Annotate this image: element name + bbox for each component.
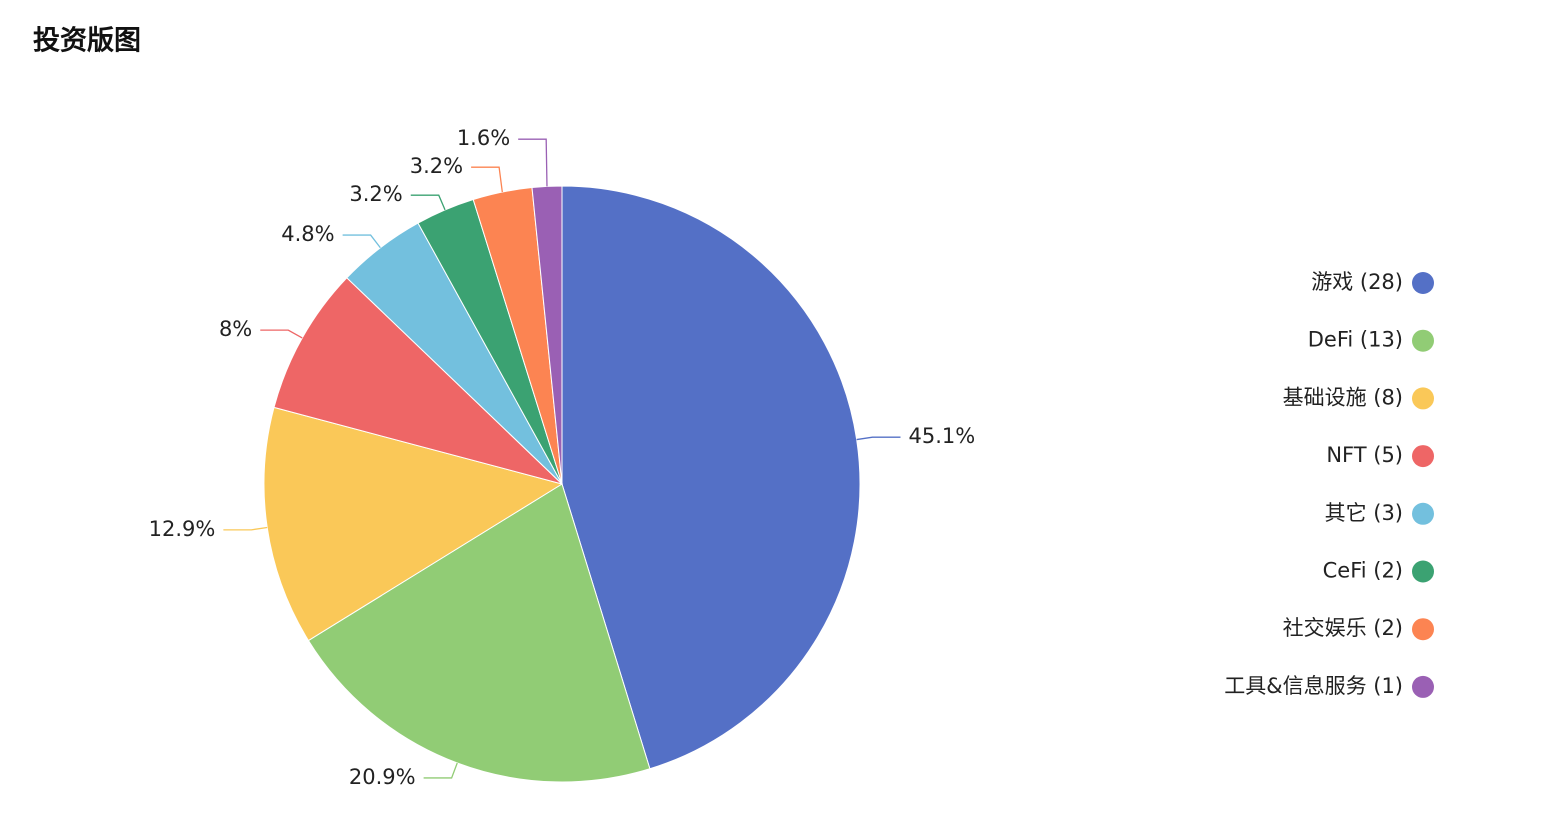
legend-marker	[1412, 675, 1434, 698]
pie-slice	[307, 483, 651, 783]
legend-marker	[1412, 445, 1434, 468]
data-label: 45.1%	[908, 424, 975, 448]
label-line	[423, 762, 458, 779]
data-label: 4.8%	[281, 222, 334, 246]
pie-slice	[273, 277, 563, 485]
label-line	[260, 329, 303, 339]
legend-marker	[1412, 387, 1434, 410]
data-label: 20.9%	[349, 765, 416, 789]
pie-slice	[531, 185, 563, 485]
legend-label: NFT (5)	[1326, 443, 1403, 467]
legend-label: 游戏 (28)	[1311, 270, 1403, 294]
label-line	[410, 194, 446, 211]
data-label: 3.2%	[410, 154, 463, 178]
label-line	[342, 234, 381, 249]
data-label: 12.9%	[149, 517, 216, 541]
label-line	[518, 138, 548, 187]
legend-label: 其它 (3)	[1325, 501, 1403, 525]
legend-label: CeFi (2)	[1323, 559, 1403, 583]
label-line	[471, 166, 503, 193]
legend-label: 工具&信息服务 (1)	[1224, 674, 1403, 698]
legend-marker	[1412, 560, 1434, 583]
legend-marker	[1412, 329, 1434, 352]
chart-title: 投资版图	[33, 26, 141, 57]
legend-marker	[1412, 502, 1434, 525]
pie-slice	[263, 406, 564, 642]
legend-marker	[1412, 618, 1434, 641]
pie-slice	[561, 185, 861, 770]
data-label: 1.6%	[457, 126, 510, 150]
legend-marker	[1412, 272, 1434, 294]
label-line	[856, 436, 901, 441]
legend-label: 社交娱乐 (2)	[1283, 616, 1403, 640]
legend-label: 基础设施 (8)	[1283, 385, 1403, 409]
data-label: 8%	[219, 317, 252, 341]
data-label: 3.2%	[349, 182, 402, 206]
label-line	[223, 526, 268, 531]
legend-label: DeFi (13)	[1308, 328, 1403, 352]
